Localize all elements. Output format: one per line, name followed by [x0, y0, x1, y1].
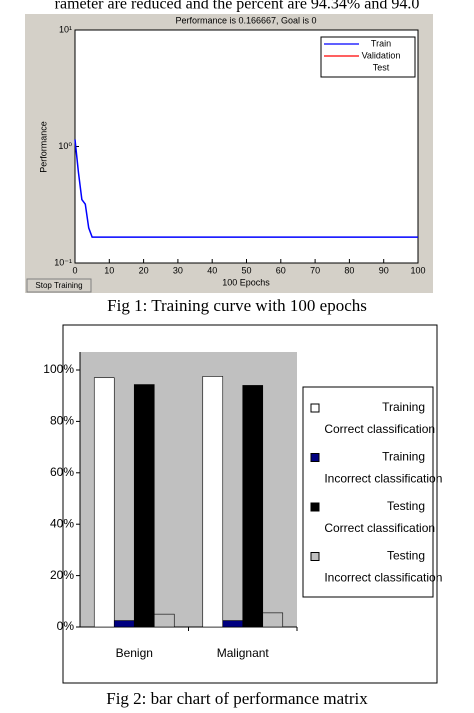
legend-label: Training Incorrect classification: [321, 450, 442, 486]
stop-button[interactable]: [26, 278, 92, 293]
y-tick-label: 40%: [50, 516, 74, 530]
bar: [242, 385, 264, 628]
x-axis-label: 100 Epochs: [222, 277, 270, 287]
legend-swatch: [310, 453, 320, 462]
legend-label-line: Testing: [387, 549, 425, 563]
legend-label-line: Testing: [387, 499, 425, 513]
legend-label-line: Training: [382, 450, 425, 464]
x-tick-label: 80: [344, 265, 354, 275]
y-tick-label: 80%: [50, 414, 74, 428]
legend-swatch: [310, 403, 320, 413]
legend-label-line: Training: [382, 400, 425, 414]
x-tick-label: 40: [207, 265, 217, 275]
y-tick-label: 60%: [50, 465, 74, 479]
legend-swatch: [310, 502, 320, 512]
stop-button-label[interactable]: Stop Training: [35, 281, 82, 290]
y-axis-label: Performance: [38, 121, 48, 173]
y-tick-label: 10¹: [59, 24, 72, 34]
x-tick-label: 60: [276, 265, 286, 275]
x-tick-label: 100: [410, 265, 425, 275]
bar: [222, 620, 244, 628]
legend-label: Testing Correct classification: [321, 499, 435, 535]
y-tick-label: 100%: [43, 362, 74, 376]
caption: Fig 1: Training curve with 100 epochs: [107, 296, 367, 315]
x-tick-label: Malignant: [217, 646, 270, 660]
legend-label: Test: [373, 62, 390, 72]
y-tick-label: 10⁻¹: [54, 257, 72, 267]
legend-box: [302, 386, 434, 598]
body-text: rameter are reduced and the percent are …: [55, 0, 420, 13]
x-tick-label: 50: [241, 265, 251, 275]
bar: [153, 613, 175, 628]
chart-title: Performance is 0.166667, Goal is 0: [175, 15, 316, 25]
x-tick-label: Benign: [116, 646, 153, 660]
x-tick-label: 0: [72, 265, 77, 275]
legend-label-line: Correct classification: [321, 521, 435, 535]
y-tick-label: 0%: [57, 619, 75, 633]
x-tick-label: 90: [379, 265, 389, 275]
caption: Fig 2: bar chart of performance matrix: [106, 689, 368, 708]
bar: [133, 384, 155, 628]
x-tick-label: 70: [310, 265, 320, 275]
y-tick-label: 20%: [50, 568, 74, 582]
bar: [93, 377, 115, 628]
legend-label-line: Incorrect classification: [321, 472, 442, 486]
legend-label-line: Correct classification: [321, 422, 435, 436]
bar: [113, 620, 135, 628]
legend-label: Validation: [362, 50, 401, 60]
legend-label: Testing Incorrect classification: [321, 549, 442, 585]
x-tick-label: 20: [139, 265, 149, 275]
legend-swatch: [310, 552, 320, 561]
bar: [202, 376, 224, 628]
x-tick-label: 10: [104, 265, 114, 275]
x-tick-label: 30: [173, 265, 183, 275]
y-tick-label: 10⁰: [58, 141, 72, 151]
bar: [262, 612, 284, 628]
legend-label-line: Incorrect classification: [321, 571, 442, 585]
legend-label: Training Correct classification: [321, 400, 435, 436]
legend-label: Train: [371, 38, 391, 48]
data-line: [74, 139, 418, 238]
